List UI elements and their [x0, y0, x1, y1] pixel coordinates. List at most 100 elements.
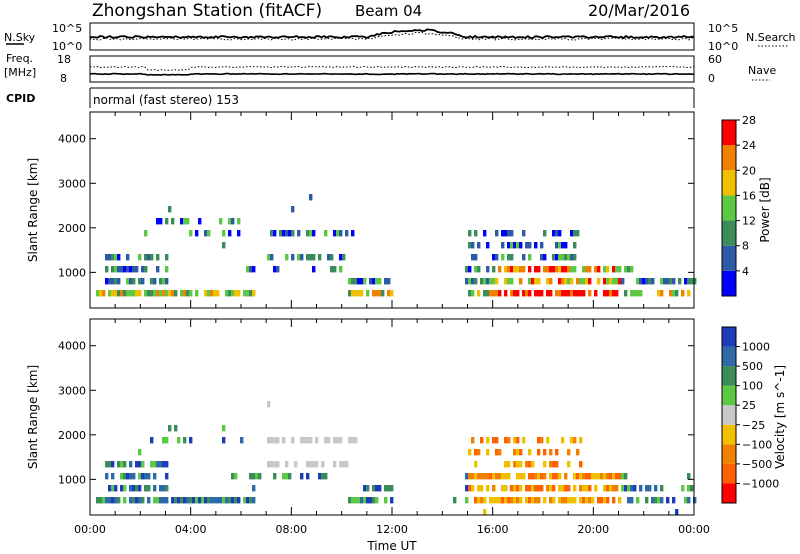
heatmap-cell — [486, 449, 490, 456]
heatmap-cell — [534, 485, 538, 492]
heatmap-cell — [618, 266, 622, 273]
heatmap-cell — [171, 497, 175, 504]
heatmap-cell — [519, 278, 523, 285]
heatmap-cell — [117, 266, 121, 273]
heatmap-cell — [534, 278, 538, 285]
colorbar-tick-label: 25 — [742, 399, 756, 412]
heatmap-cell — [141, 278, 145, 285]
heatmap-cell — [576, 290, 580, 297]
heatmap-cell — [501, 485, 505, 492]
heatmap-cell — [195, 230, 199, 237]
heatmap-cell — [465, 473, 469, 480]
nsky-tick-top: 10^5 — [52, 22, 82, 35]
heatmap-cell — [576, 278, 580, 285]
colorbar-segment — [722, 385, 736, 406]
heatmap-cell — [276, 266, 280, 273]
heatmap-cell — [555, 242, 559, 249]
heatmap-cell — [162, 485, 166, 492]
x-tick-label: 04:00 — [175, 523, 207, 536]
heatmap-cell — [453, 497, 457, 504]
heatmap-cell — [468, 290, 472, 297]
heatmap-cell — [180, 290, 184, 297]
heatmap-cell — [570, 254, 574, 261]
heatmap-cell — [228, 497, 232, 504]
heatmap-cell — [354, 278, 358, 285]
heatmap-cell — [537, 485, 541, 492]
heatmap-cell — [156, 497, 160, 504]
heatmap-cell — [315, 437, 319, 444]
heatmap-cell — [111, 473, 115, 480]
heatmap-cell — [507, 254, 511, 261]
heatmap-cell — [129, 485, 133, 492]
heatmap-cell — [468, 473, 472, 480]
heatmap-cell — [633, 290, 637, 297]
heatmap-cell — [156, 461, 160, 468]
heatmap-cell — [555, 461, 559, 468]
heatmap-cell — [273, 266, 277, 273]
heatmap-cell — [150, 278, 154, 285]
heatmap-cell — [606, 473, 610, 480]
heatmap-cell — [564, 497, 568, 504]
heatmap-cell — [312, 266, 316, 273]
heatmap-cell — [471, 290, 475, 297]
heatmap-cell — [99, 290, 103, 297]
heatmap-cell — [492, 473, 496, 480]
heatmap-cell — [270, 230, 274, 237]
colorbar-tick-label: −25 — [742, 419, 765, 432]
heatmap-cell — [606, 497, 610, 504]
heatmap-cell — [573, 473, 577, 480]
heatmap-cell — [345, 230, 349, 237]
heatmap-cell — [561, 242, 565, 249]
heatmap-cell — [630, 485, 634, 492]
heatmap-cell — [612, 278, 616, 285]
heatmap-cell — [612, 473, 616, 480]
heatmap-cell — [111, 290, 115, 297]
heatmap-cell — [522, 230, 526, 237]
power-heatmap-cells — [96, 194, 697, 297]
heatmap-cell — [495, 254, 499, 261]
nsearch-label: N.Search — [746, 31, 796, 44]
heatmap-cell — [615, 485, 619, 492]
heatmap-cell — [114, 290, 118, 297]
heatmap-cell — [537, 290, 541, 297]
heatmap-cell — [333, 437, 337, 444]
heatmap-cell — [609, 485, 613, 492]
heatmap-cell — [309, 437, 313, 444]
heatmap-cell — [219, 497, 223, 504]
heatmap-cell — [270, 437, 274, 444]
date-label: 20/Mar/2016 — [588, 1, 690, 20]
heatmap-cell — [471, 485, 475, 492]
heatmap-cell — [267, 437, 271, 444]
heatmap-cell — [546, 437, 550, 444]
heatmap-cell — [615, 290, 619, 297]
heatmap-cell — [324, 473, 328, 480]
heatmap-cell — [465, 497, 469, 504]
heatmap-cell — [687, 485, 691, 492]
heatmap-cell — [135, 485, 139, 492]
heatmap-cell — [126, 278, 130, 285]
heatmap-cell — [183, 290, 187, 297]
heatmap-cell — [333, 266, 337, 273]
heatmap-cell — [567, 254, 571, 261]
heatmap-cell — [528, 497, 532, 504]
heatmap-cell — [498, 497, 502, 504]
y-tick-label: 1000 — [58, 473, 86, 486]
heatmap-cell — [594, 485, 598, 492]
heatmap-cell — [477, 266, 481, 273]
heatmap-cell — [309, 254, 313, 261]
heatmap-cell — [285, 473, 289, 480]
heatmap-cell — [615, 473, 619, 480]
heatmap-cell — [213, 497, 217, 504]
heatmap-cell — [546, 266, 550, 273]
heatmap-cell — [534, 473, 538, 480]
heatmap-cell — [165, 485, 169, 492]
heatmap-cell — [549, 497, 553, 504]
heatmap-cell — [501, 497, 505, 504]
heatmap-cell — [111, 254, 115, 261]
heatmap-cell — [642, 278, 646, 285]
heatmap-cell — [129, 266, 133, 273]
heatmap-cell — [684, 278, 688, 285]
heatmap-cell — [537, 449, 541, 456]
heatmap-cell — [534, 497, 538, 504]
heatmap-cell — [519, 449, 523, 456]
